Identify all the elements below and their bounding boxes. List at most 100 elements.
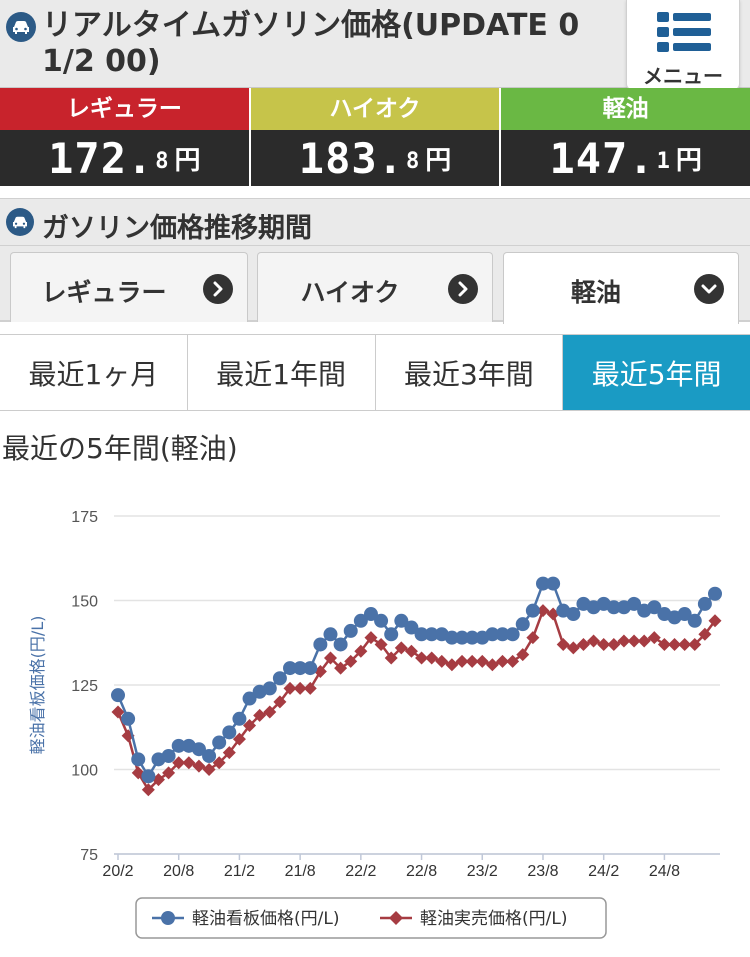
data-point — [708, 614, 722, 628]
tab-1-month[interactable]: 最近1ヶ月 — [0, 335, 188, 410]
x-tick-label: 22/8 — [406, 863, 437, 880]
data-point — [212, 735, 227, 750]
tab-3-years[interactable]: 最近3年間 — [375, 335, 564, 410]
y-tick-label: 175 — [71, 509, 98, 526]
chevron-right-icon — [203, 274, 233, 304]
price-strip: レギュラー 172. 8 円 ハイオク 183. 8 円 軽油 147. 1 円 — [0, 88, 750, 186]
legend — [135, 897, 607, 939]
tab-label: レギュラー — [41, 278, 167, 307]
data-point — [697, 596, 712, 611]
data-point — [485, 627, 500, 642]
data-point — [191, 742, 206, 757]
tab-5-years[interactable]: 最近5年間 — [563, 335, 750, 410]
data-point — [465, 654, 479, 668]
data-point — [364, 631, 378, 645]
tab-diesel[interactable]: 軽油 — [503, 252, 739, 324]
price-diesel: 軽油 147. 1 円 — [501, 88, 750, 186]
data-point — [505, 627, 520, 642]
data-point — [515, 617, 530, 632]
data-point — [455, 654, 469, 668]
menu-button[interactable]: メニュー — [626, 0, 740, 90]
data-point — [516, 648, 530, 662]
price-decimal: 8 — [405, 149, 420, 174]
data-point — [263, 705, 277, 719]
data-point — [424, 627, 439, 642]
data-point — [444, 630, 459, 645]
data-point — [465, 630, 480, 645]
price-decimal: 1 — [656, 149, 670, 174]
data-point — [597, 637, 611, 651]
data-point — [678, 637, 692, 651]
data-point — [202, 748, 217, 763]
data-point — [425, 651, 439, 665]
data-point — [607, 637, 621, 651]
data-point — [556, 637, 570, 651]
data-point — [141, 783, 155, 797]
price-unit: 円 — [425, 145, 452, 176]
data-point — [708, 586, 722, 601]
data-point — [384, 627, 399, 642]
data-point — [374, 637, 388, 651]
data-point — [131, 752, 146, 767]
data-point — [668, 637, 682, 651]
app-header: リアルタイムガソリン価格(UPDATE 01/2 00) — [0, 0, 750, 88]
price-integer: 183. — [298, 133, 404, 183]
fuel-type-tabs: レギュラー ハイオク 軽油 — [0, 246, 750, 324]
price-value: 183. 8 円 — [250, 130, 500, 186]
data-point — [587, 634, 601, 648]
data-point — [333, 637, 348, 652]
data-point — [243, 719, 257, 733]
y-tick-label: 75 — [80, 847, 98, 864]
data-point — [222, 746, 236, 760]
data-point — [404, 644, 418, 658]
legend-label: 軽油看板価格(円/L) — [192, 909, 339, 929]
data-point — [627, 596, 642, 611]
data-point — [687, 613, 702, 628]
chart-title: 最近の5年間(軽油) — [2, 432, 238, 465]
x-tick-label: 21/8 — [285, 863, 316, 880]
data-point — [576, 637, 590, 651]
legend-label: 軽油実売価格(円/L) — [420, 909, 567, 929]
tab-label: ハイオク — [300, 278, 400, 307]
data-point — [313, 637, 328, 652]
price-highoctane: ハイオク 183. 8 円 — [250, 88, 502, 186]
price-regular: レギュラー 172. 8 円 — [0, 88, 251, 186]
price-integer: 147. — [549, 133, 655, 183]
data-point — [272, 671, 287, 686]
data-point — [445, 658, 459, 672]
data-point — [242, 691, 257, 706]
data-point — [525, 603, 540, 618]
data-point — [212, 756, 226, 770]
data-point — [253, 708, 267, 722]
legend-marker — [161, 911, 175, 925]
data-point — [293, 661, 308, 676]
chevron-right-icon — [448, 274, 478, 304]
data-point — [647, 600, 662, 615]
tab-regular[interactable]: レギュラー — [10, 252, 248, 322]
data-point — [394, 613, 409, 628]
tab-highoctane[interactable]: ハイオク — [257, 252, 493, 322]
data-point — [384, 651, 398, 665]
data-point — [617, 634, 631, 648]
data-point — [485, 658, 499, 672]
data-point — [192, 759, 206, 773]
data-point — [404, 620, 419, 635]
data-point — [688, 637, 702, 651]
data-point — [222, 725, 237, 740]
data-point — [546, 576, 561, 591]
y-tick-label: 150 — [71, 594, 98, 611]
tab-1-year[interactable]: 最近1年間 — [187, 335, 376, 410]
data-point — [162, 766, 176, 780]
data-point — [344, 654, 358, 668]
data-point — [273, 695, 287, 709]
x-tick-label: 20/2 — [102, 863, 133, 880]
data-point — [374, 613, 389, 628]
car-icon — [6, 12, 36, 42]
data-point — [161, 748, 176, 763]
price-unit: 円 — [675, 145, 702, 176]
data-point — [496, 654, 510, 668]
data-point — [111, 688, 125, 703]
data-point — [283, 661, 298, 676]
section-title: ガソリン価格推移期間 — [42, 213, 312, 244]
data-point — [121, 711, 136, 726]
